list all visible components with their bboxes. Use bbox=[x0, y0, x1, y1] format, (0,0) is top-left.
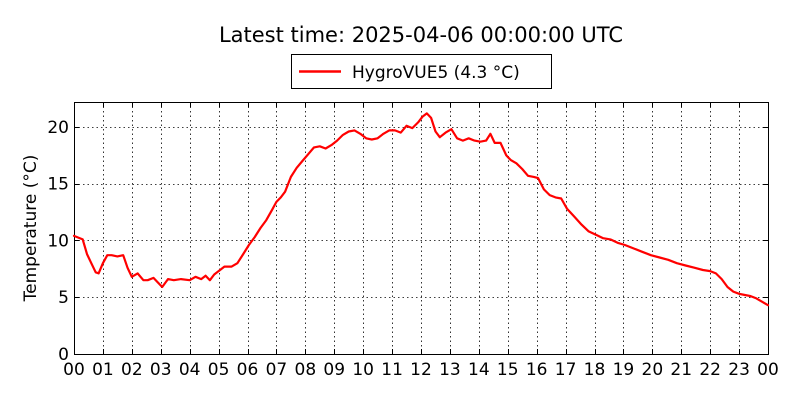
x-tick-label: 06 bbox=[237, 360, 259, 380]
x-tick-label: 00 bbox=[757, 360, 779, 380]
x-tick-label: 15 bbox=[497, 360, 519, 380]
x-tick-label: 20 bbox=[642, 360, 664, 380]
x-tick-label: 07 bbox=[266, 360, 288, 380]
x-tick-label: 21 bbox=[670, 360, 692, 380]
x-tick-label: 02 bbox=[121, 360, 143, 380]
x-tick-label: 00 bbox=[63, 360, 85, 380]
x-tick-label: 10 bbox=[352, 360, 374, 380]
y-tick-label: 20 bbox=[47, 118, 69, 138]
x-tick-label: 09 bbox=[323, 360, 345, 380]
x-tick-label: 11 bbox=[381, 360, 403, 380]
x-tick-label: 08 bbox=[295, 360, 317, 380]
chart-title: Latest time: 2025-04-06 00:00:00 UTC bbox=[219, 23, 623, 47]
x-tick-labels: 00 01 02 03 04 05 06 07 08 09 10 11 12 13 14 15 16 17 18 19… bbox=[63, 360, 779, 380]
x-tick-label: 22 bbox=[699, 360, 721, 380]
x-tick-label: 19 bbox=[613, 360, 635, 380]
x-tick-label: 14 bbox=[468, 360, 490, 380]
y-tick-labels: 0 5 10 15 20 bbox=[47, 118, 69, 365]
series-line-hygrovue5 bbox=[72, 112, 770, 307]
y-tick-label: 10 bbox=[47, 231, 69, 251]
y-axis-label: Temperature (°C) bbox=[21, 155, 41, 303]
x-tick-label: 12 bbox=[410, 360, 432, 380]
x-tick-label: 01 bbox=[92, 360, 114, 380]
x-tick-label: 17 bbox=[555, 360, 577, 380]
y-tick-label: 0 bbox=[58, 345, 69, 365]
x-tick-label: 03 bbox=[150, 360, 172, 380]
tick-marks bbox=[74, 102, 769, 355]
series-layer bbox=[72, 112, 770, 307]
x-tick-label: 23 bbox=[728, 360, 750, 380]
legend: HygroVUE5 (4.3 °C) bbox=[291, 54, 552, 89]
x-tick-label: 16 bbox=[526, 360, 548, 380]
x-tick-label: 13 bbox=[439, 360, 461, 380]
x-tick-label: 18 bbox=[584, 360, 606, 380]
x-tick-label: 05 bbox=[208, 360, 230, 380]
grid bbox=[74, 102, 768, 354]
y-tick-label: 5 bbox=[58, 288, 69, 308]
legend-label: HygroVUE5 (4.3 °C) bbox=[352, 63, 520, 83]
y-tick-label: 15 bbox=[47, 175, 69, 195]
x-tick-label: 04 bbox=[179, 360, 201, 380]
